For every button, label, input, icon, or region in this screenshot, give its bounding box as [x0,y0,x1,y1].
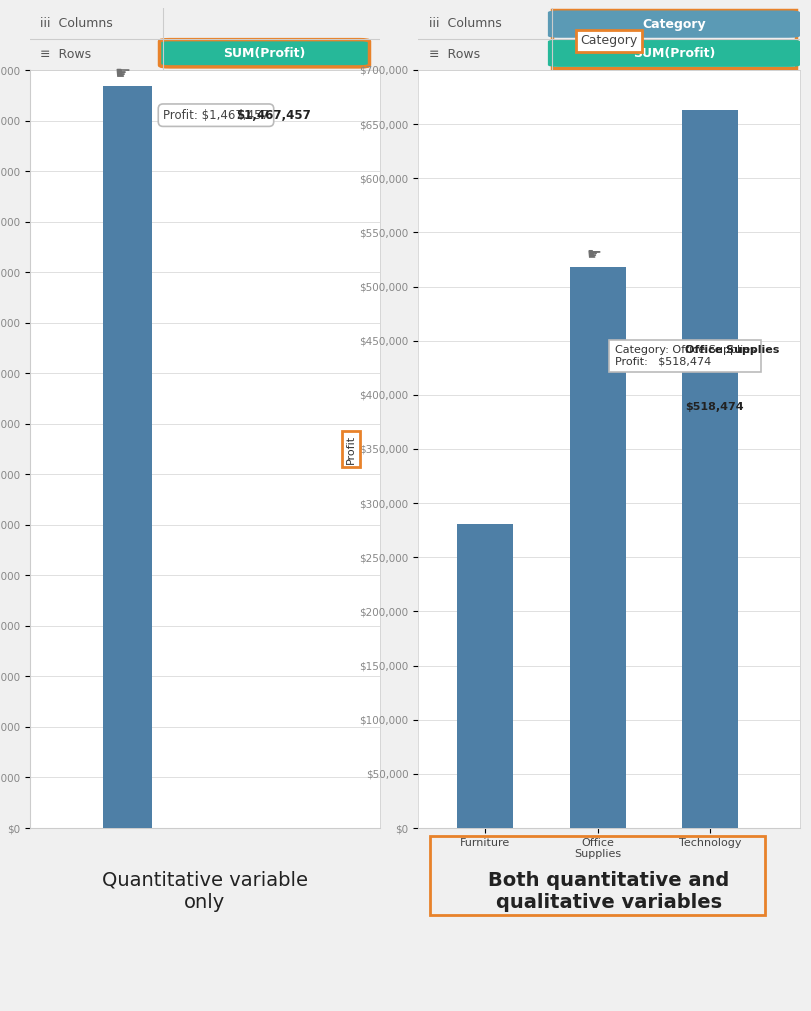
Text: SUM(Profit): SUM(Profit) [632,47,714,60]
Text: Category: Office Supplies
Profit:   $518,474: Category: Office Supplies Profit: $518,4… [614,345,754,367]
Text: Profit: Profit [345,435,356,464]
FancyBboxPatch shape [547,10,799,37]
Text: Both quantitative and
qualitative variables: Both quantitative and qualitative variab… [487,870,729,912]
Text: iii  Columns: iii Columns [429,17,501,30]
FancyBboxPatch shape [547,39,799,67]
Bar [457,524,513,828]
Text: ☛: ☛ [114,65,131,83]
Bar [569,267,625,828]
Text: SUM(Profit): SUM(Profit) [223,47,305,60]
Text: Profit: $1,467,457: Profit: $1,467,457 [163,109,268,121]
Text: ☛: ☛ [586,245,601,263]
Text: $518,474: $518,474 [684,402,743,412]
Bar [103,87,152,828]
Text: ≡  Rows: ≡ Rows [429,48,480,61]
Text: Quantitative variable
only: Quantitative variable only [102,870,307,912]
Bar [681,110,737,828]
Text: Office Supplies: Office Supplies [684,345,779,355]
Text: ☛: ☛ [114,65,131,83]
Text: Category: Category [580,34,637,48]
Text: ≡  Rows: ≡ Rows [41,48,92,61]
Text: ☛: ☛ [586,245,601,263]
Text: Category: Category [642,17,705,30]
FancyBboxPatch shape [159,39,369,67]
Text: $1,467,457: $1,467,457 [235,109,310,121]
Text: iii  Columns: iii Columns [41,17,113,30]
